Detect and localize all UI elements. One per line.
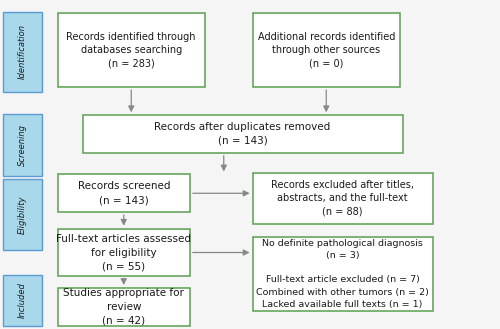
FancyBboxPatch shape (82, 115, 402, 153)
FancyBboxPatch shape (58, 174, 190, 212)
Text: Records screened
(n = 143): Records screened (n = 143) (78, 182, 170, 205)
Text: Identification: Identification (18, 24, 26, 79)
Text: Included: Included (18, 282, 26, 318)
FancyBboxPatch shape (58, 13, 205, 87)
Text: Records excluded after titles,
abstracts, and the full-text
(n = 88): Records excluded after titles, abstracts… (271, 180, 414, 217)
FancyBboxPatch shape (2, 179, 42, 250)
FancyBboxPatch shape (58, 229, 190, 276)
FancyBboxPatch shape (252, 13, 400, 87)
Text: Full-text articles assessed
for eligibility
(n = 55): Full-text articles assessed for eligibil… (56, 234, 191, 271)
Text: Studies appropriate for
review
(n = 42): Studies appropriate for review (n = 42) (64, 288, 184, 325)
Text: No definite pathological diagnosis
(n = 3)

Full-text article excluded (n = 7)
C: No definite pathological diagnosis (n = … (256, 239, 429, 309)
FancyBboxPatch shape (252, 173, 432, 224)
FancyBboxPatch shape (2, 114, 42, 176)
Text: Records identified through
databases searching
(n = 283): Records identified through databases sea… (66, 32, 196, 69)
Text: Eligibility: Eligibility (18, 195, 26, 234)
Text: Records after duplicates removed
(n = 143): Records after duplicates removed (n = 14… (154, 122, 330, 146)
FancyBboxPatch shape (2, 12, 42, 92)
Text: Screening: Screening (18, 124, 26, 166)
FancyBboxPatch shape (252, 237, 432, 311)
Text: Additional records identified
through other sources
(n = 0): Additional records identified through ot… (258, 32, 395, 69)
FancyBboxPatch shape (2, 275, 42, 326)
FancyBboxPatch shape (58, 288, 190, 326)
